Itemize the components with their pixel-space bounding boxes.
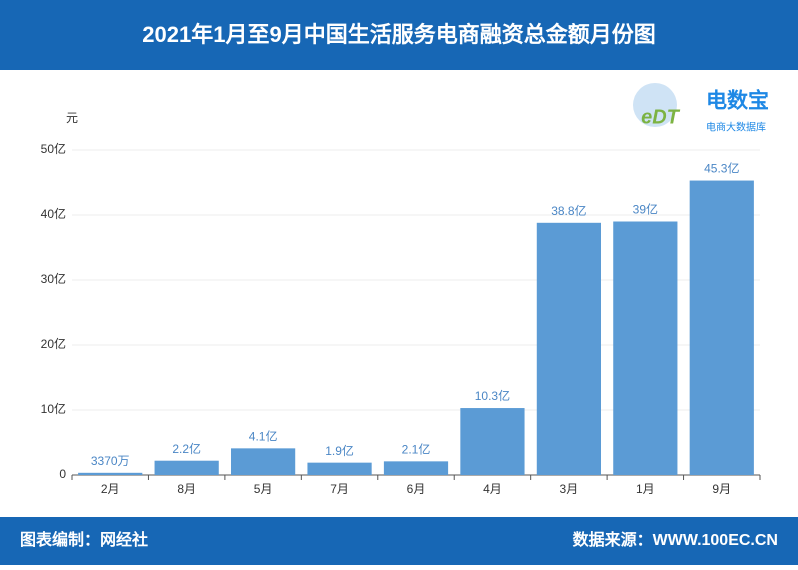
data-label: 38.8亿 xyxy=(551,203,586,218)
y-tick-label: 10亿 xyxy=(41,401,66,416)
x-tick-label: 9月 xyxy=(712,482,731,496)
data-label: 10.3亿 xyxy=(475,388,510,403)
data-label: 3370万 xyxy=(91,454,130,468)
bar xyxy=(307,462,372,475)
x-tick-label: 4月 xyxy=(483,482,502,496)
data-label: 1.9亿 xyxy=(325,443,354,458)
x-tick-label: 1月 xyxy=(636,482,655,496)
bar xyxy=(383,461,449,475)
y-axis-label: 元 xyxy=(66,111,78,125)
x-tick-label: 5月 xyxy=(254,482,273,496)
y-tick-label: 0 xyxy=(59,467,66,481)
bar xyxy=(78,472,143,475)
y-tick-label: 30亿 xyxy=(41,271,66,286)
data-label: 2.2亿 xyxy=(172,441,201,456)
footer-right: 数据来源：WWW.100EC.CN xyxy=(573,530,778,549)
bar xyxy=(154,460,219,475)
x-tick-label: 6月 xyxy=(407,482,426,496)
data-label: 45.3亿 xyxy=(704,161,739,176)
bar xyxy=(689,180,754,476)
data-label: 39亿 xyxy=(633,202,658,217)
bar xyxy=(536,222,601,475)
x-tick-label: 7月 xyxy=(330,482,349,496)
logo-name: 电数宝 xyxy=(706,89,769,113)
bar xyxy=(231,448,296,475)
x-tick-label: 3月 xyxy=(560,482,579,496)
bar xyxy=(460,408,525,475)
logo-cloud xyxy=(633,83,677,127)
y-tick-label: 40亿 xyxy=(41,206,66,221)
data-label: 4.1亿 xyxy=(249,429,278,444)
logo-subtitle: 电商大数据库 xyxy=(706,121,766,134)
footer-left: 图表编制：网经社 xyxy=(20,530,148,549)
logo-mark: eDT xyxy=(641,106,681,128)
chart-title: 2021年1月至9月中国生活服务电商融资总金额月份图 xyxy=(142,22,655,47)
y-tick-label: 20亿 xyxy=(41,336,66,351)
x-tick-label: 8月 xyxy=(177,482,196,496)
data-label: 2.1亿 xyxy=(402,442,431,457)
y-tick-label: 50亿 xyxy=(41,141,66,156)
bar xyxy=(613,221,678,475)
footer-band xyxy=(0,517,798,565)
x-tick-label: 2月 xyxy=(101,482,120,496)
header-band xyxy=(0,0,798,70)
